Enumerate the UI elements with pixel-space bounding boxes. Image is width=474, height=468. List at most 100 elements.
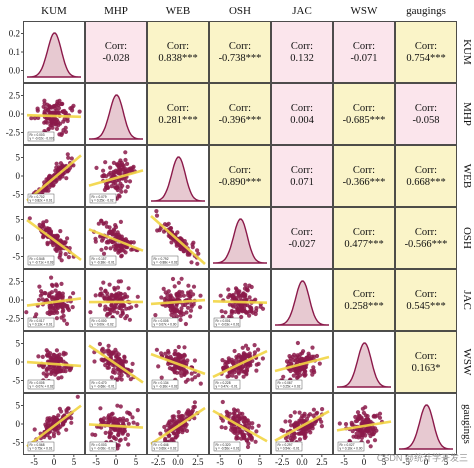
data-point bbox=[113, 185, 118, 190]
data-point bbox=[250, 425, 255, 430]
data-point bbox=[104, 224, 109, 229]
data-point bbox=[233, 414, 238, 419]
data-point bbox=[45, 102, 50, 107]
data-point bbox=[75, 394, 80, 399]
data-point bbox=[283, 419, 288, 424]
corr-label: Corr: bbox=[229, 103, 251, 114]
data-point bbox=[119, 360, 124, 365]
data-point bbox=[54, 283, 60, 288]
data-point bbox=[114, 350, 119, 355]
panel-kum-mhp: Corr:-0.028 bbox=[85, 21, 147, 83]
data-point bbox=[45, 419, 50, 424]
data-point bbox=[56, 106, 62, 111]
density-curve bbox=[151, 156, 205, 202]
column-header-web: WEB bbox=[166, 5, 190, 17]
data-point bbox=[166, 289, 171, 294]
data-point bbox=[66, 155, 71, 160]
x-tick-label: -2.5 bbox=[275, 457, 290, 467]
data-point bbox=[242, 308, 247, 313]
corr-label: Corr: bbox=[415, 41, 437, 52]
data-point bbox=[302, 431, 307, 437]
data-point bbox=[98, 406, 103, 411]
x-tick-label: 0 bbox=[238, 457, 243, 467]
regression-line bbox=[88, 169, 144, 187]
data-point bbox=[123, 157, 128, 163]
data-point bbox=[354, 431, 359, 436]
data-point bbox=[319, 424, 324, 429]
data-point bbox=[61, 313, 66, 318]
x-tick-label: 0 bbox=[424, 457, 429, 467]
data-point bbox=[373, 414, 378, 419]
data-point bbox=[54, 161, 59, 166]
data-point bbox=[226, 295, 231, 300]
data-point bbox=[236, 310, 241, 315]
data-point bbox=[130, 165, 135, 170]
data-point bbox=[59, 258, 64, 263]
corr-label: Corr: bbox=[415, 165, 437, 176]
panel-kum-osh: Corr:-0.738*** bbox=[209, 21, 271, 83]
data-point bbox=[128, 377, 133, 382]
data-point bbox=[115, 230, 120, 235]
data-point bbox=[43, 291, 48, 296]
data-point bbox=[287, 419, 292, 424]
data-point bbox=[297, 437, 303, 442]
data-point bbox=[40, 223, 45, 229]
corr-value: 0.838*** bbox=[158, 53, 197, 64]
data-point bbox=[44, 219, 49, 224]
data-point bbox=[55, 99, 60, 104]
data-point bbox=[292, 431, 297, 436]
data-point bbox=[198, 293, 203, 298]
data-point bbox=[298, 366, 303, 371]
data-point bbox=[115, 310, 120, 315]
data-point bbox=[70, 305, 75, 310]
panel-frame bbox=[147, 21, 209, 83]
data-point bbox=[109, 294, 114, 299]
data-point bbox=[170, 276, 176, 282]
data-point bbox=[110, 369, 116, 375]
data-point bbox=[167, 295, 172, 300]
data-point bbox=[124, 314, 129, 319]
stats-equation: y = 0.25x + 0.02 bbox=[278, 385, 301, 389]
data-point bbox=[289, 423, 294, 428]
data-point bbox=[94, 165, 99, 170]
y-tick-label: 0 bbox=[16, 233, 21, 243]
stats-r2: R² = 0.470 bbox=[92, 381, 107, 385]
data-point bbox=[166, 233, 171, 238]
data-point bbox=[130, 361, 135, 366]
corr-label: Corr: bbox=[353, 103, 375, 114]
data-point bbox=[245, 444, 251, 450]
data-point bbox=[56, 413, 61, 418]
x-tick-label: 5 bbox=[258, 457, 263, 467]
data-point bbox=[51, 365, 56, 371]
density-curve bbox=[89, 94, 143, 140]
data-point bbox=[184, 422, 189, 427]
data-point bbox=[167, 366, 172, 371]
data-point bbox=[42, 180, 47, 185]
regression-line bbox=[150, 352, 206, 376]
data-point bbox=[135, 294, 140, 299]
panel-frame bbox=[395, 207, 457, 269]
data-point bbox=[45, 353, 50, 358]
data-point bbox=[123, 189, 128, 194]
corr-label: Corr: bbox=[229, 41, 251, 52]
data-point bbox=[154, 347, 159, 352]
data-point bbox=[104, 220, 109, 225]
data-point bbox=[186, 408, 191, 413]
data-point bbox=[162, 424, 167, 430]
regression-line bbox=[88, 423, 144, 429]
data-point bbox=[370, 432, 375, 437]
data-point bbox=[297, 410, 302, 415]
stats-equation: y = -0.56x + 0.01 bbox=[216, 447, 240, 451]
data-point bbox=[53, 372, 58, 377]
data-point bbox=[62, 365, 67, 370]
data-point bbox=[46, 127, 51, 132]
data-point bbox=[193, 375, 198, 380]
data-point bbox=[304, 429, 309, 434]
data-point bbox=[288, 413, 293, 419]
data-point bbox=[105, 239, 111, 244]
data-point bbox=[311, 354, 316, 359]
data-point bbox=[349, 420, 354, 425]
data-point bbox=[124, 245, 129, 250]
